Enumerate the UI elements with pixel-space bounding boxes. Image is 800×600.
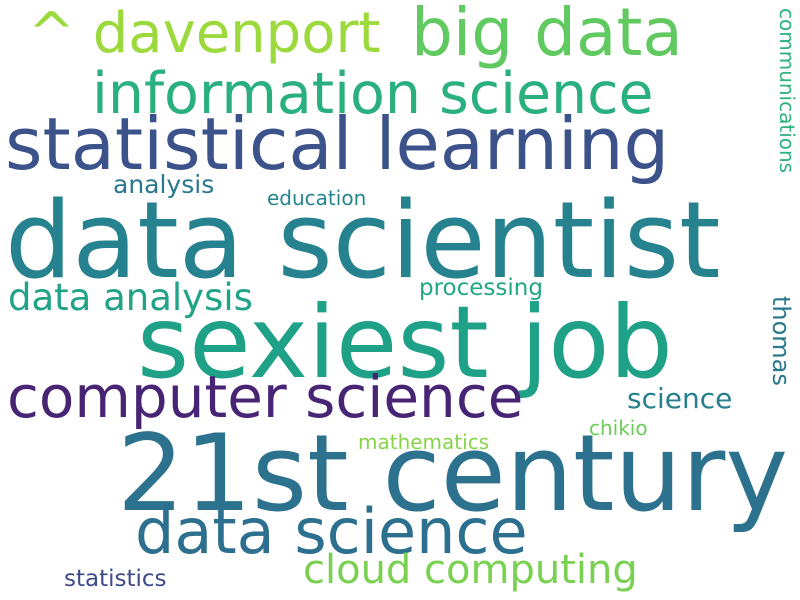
word-information-science: information science [92,61,654,127]
word-cloud-computing: cloud computing [303,547,638,593]
word-communications: communications [775,8,799,174]
word-data-analysis: data analysis [8,276,253,319]
word-mathematics: mathematics [358,430,490,454]
word-chikio: chikio [589,416,648,440]
word-davenport: ^ davenport [28,1,381,66]
word-computer-science: computer science [7,363,524,431]
word-data-science: data science [135,495,528,568]
word-statistics: statistics [64,566,167,592]
word-data-scientist: data scientist [5,179,721,302]
word-big-data: big data [411,0,683,71]
word-science: science [627,382,733,415]
word-analysis: analysis [113,170,215,199]
word-processing: processing [419,275,543,301]
word-education: education [267,186,367,210]
word-statistical-learning: statistical learning [5,102,670,186]
word-21st-century: 21st century [117,412,789,535]
word-sexiest-job: sexiest job [137,284,673,401]
word-thomas: thomas [767,296,795,386]
